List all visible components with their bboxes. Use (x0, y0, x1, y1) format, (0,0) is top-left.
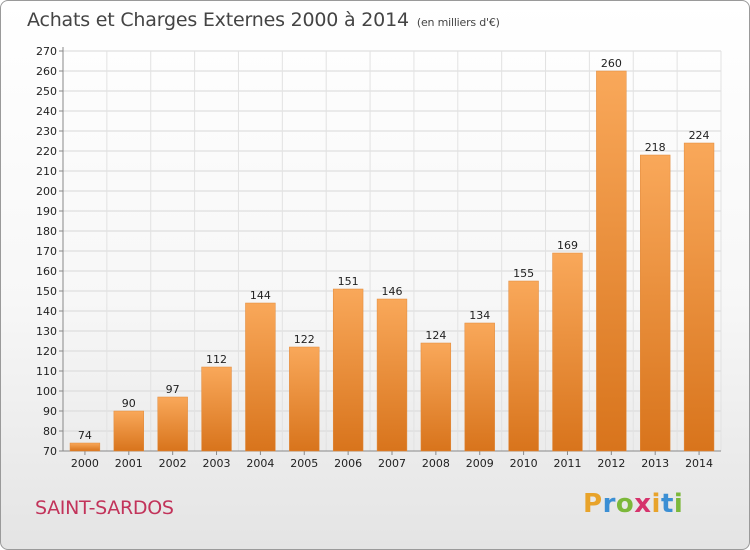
x-tick-label-2008: 2008 (422, 457, 450, 470)
bar-2009[interactable] (464, 322, 495, 452)
logo-letter: i (673, 489, 684, 519)
y-tick-label: 150 (36, 285, 57, 298)
logo-letter: x (634, 489, 652, 519)
y-tick-label: 170 (36, 245, 57, 258)
y-tick-label: 120 (36, 345, 57, 358)
x-tick-label-2011: 2011 (553, 457, 581, 470)
bar-2006[interactable] (332, 288, 364, 452)
title-text: Achats et Charges Externes 2000 à 2014 (27, 9, 409, 31)
logo-letter: i (651, 489, 661, 519)
y-tick-label: 270 (36, 45, 57, 58)
y-tick-label: 100 (36, 385, 57, 398)
y-tick-label: 110 (36, 365, 57, 378)
y-tick-label: 190 (36, 205, 57, 218)
value-label-2014: 224 (689, 129, 710, 142)
bar-2014[interactable] (683, 142, 715, 452)
x-tick-label-2004: 2004 (246, 457, 274, 470)
value-label-2002: 97 (166, 383, 180, 396)
y-tick-label: 250 (36, 85, 57, 98)
bar-2004[interactable] (245, 302, 276, 452)
y-tick-label: 210 (36, 165, 57, 178)
y-tick-label: 140 (36, 305, 57, 318)
bar-2013[interactable] (640, 154, 671, 452)
x-tick-label-2003: 2003 (203, 457, 231, 470)
bar-2012[interactable] (596, 70, 627, 452)
x-tick-label-2010: 2010 (510, 457, 538, 470)
bar-2011[interactable] (552, 252, 583, 452)
chart-title: Achats et Charges Externes 2000 à 2014 (e… (27, 9, 500, 31)
x-tick-labels: 2000 2001 2002 2003 2004 2005 2006 2007 2008 2009… (71, 457, 713, 470)
bar-2010[interactable] (508, 280, 539, 452)
y-tick-label: 130 (36, 325, 57, 338)
y-tick-label: 80 (43, 425, 57, 438)
title-unit: (en milliers d'€) (416, 16, 500, 29)
value-labels: 74 90 97 112 144 122 151 146 124 134 155 169 260 218 2… (78, 57, 710, 442)
bar-2001[interactable] (113, 410, 144, 452)
value-label-2001: 90 (122, 397, 136, 410)
bars (69, 70, 715, 452)
bar-2003[interactable] (201, 366, 232, 452)
y-tick-label: 200 (36, 185, 57, 198)
value-label-2011: 169 (557, 239, 578, 252)
value-label-2013: 218 (645, 141, 666, 154)
x-tick-label-2005: 2005 (290, 457, 318, 470)
x-tick-label-2001: 2001 (115, 457, 143, 470)
x-tick-label-2013: 2013 (641, 457, 669, 470)
y-tick-labels: 70 80 90 100 110 120 130 140 150 160 170 180 190 200 2… (36, 45, 57, 458)
logo-letter: P (583, 489, 603, 519)
x-tick-label-2012: 2012 (597, 457, 625, 470)
y-tick-label: 240 (36, 105, 57, 118)
value-label-2008: 124 (425, 329, 446, 342)
value-label-2004: 144 (250, 289, 271, 302)
x-tick-label-2014: 2014 (685, 457, 713, 470)
value-label-2000: 74 (78, 429, 92, 442)
bar-2005[interactable] (289, 346, 320, 452)
logo-letter: t (660, 489, 674, 519)
value-label-2009: 134 (469, 309, 490, 322)
x-tick-label-2009: 2009 (466, 457, 494, 470)
logo-letter: o (615, 489, 635, 519)
y-tick-label: 160 (36, 265, 57, 278)
x-tick-label-2002: 2002 (159, 457, 187, 470)
x-tick-label-2000: 2000 (71, 457, 99, 470)
bar-2008[interactable] (420, 342, 452, 452)
bar-2000[interactable] (69, 442, 101, 452)
value-label-2010: 155 (513, 267, 534, 280)
value-label-2005: 122 (294, 333, 315, 346)
x-tick-label-2006: 2006 (334, 457, 362, 470)
bar-2007[interactable] (376, 298, 408, 452)
x-tick-label-2007: 2007 (378, 457, 406, 470)
y-tick-label: 90 (43, 405, 57, 418)
y-tick-label: 230 (36, 125, 57, 138)
value-label-2007: 146 (382, 285, 403, 298)
value-label-2012: 260 (601, 57, 622, 70)
proxiti-logo[interactable]: Proxiti (583, 489, 683, 519)
commune-name: SAINT-SARDOS (35, 497, 174, 519)
logo-letter: r (602, 489, 616, 519)
y-tick-label: 220 (36, 145, 57, 158)
y-tick-label: 70 (43, 445, 57, 458)
value-label-2006: 151 (338, 275, 359, 288)
y-tick-label: 180 (36, 225, 57, 238)
value-label-2003: 112 (206, 353, 227, 366)
bar-2002[interactable] (157, 396, 188, 452)
y-tick-label: 260 (36, 65, 57, 78)
